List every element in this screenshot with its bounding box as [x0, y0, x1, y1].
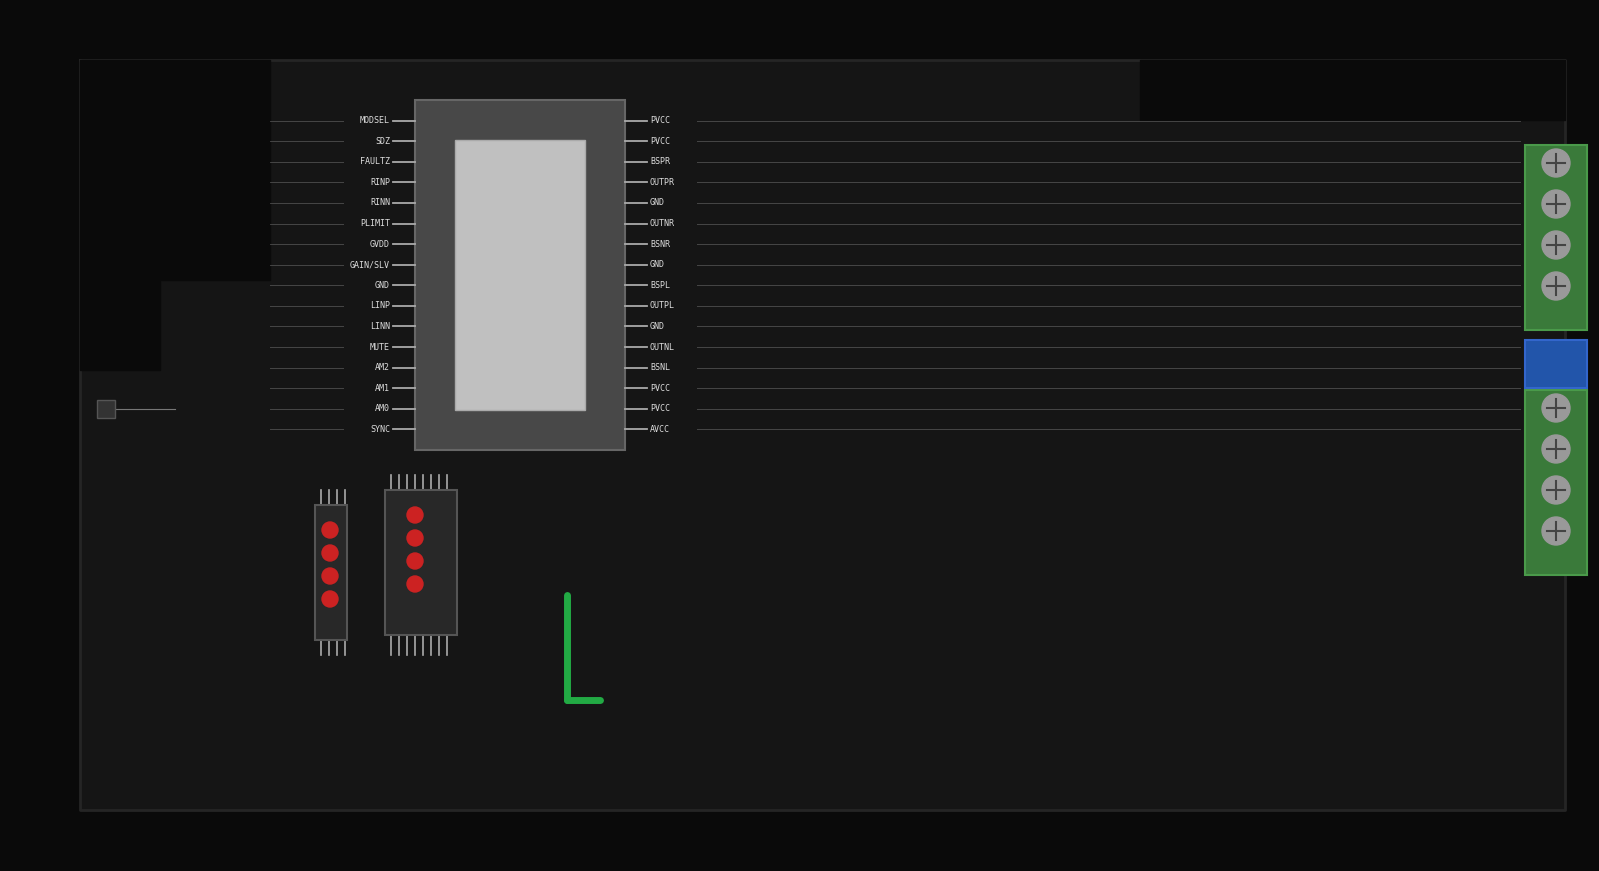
Text: BSPR: BSPR: [651, 158, 670, 166]
Text: OUTNR: OUTNR: [651, 219, 675, 228]
Text: AM1: AM1: [376, 384, 390, 393]
Circle shape: [1541, 435, 1570, 463]
Circle shape: [408, 530, 424, 546]
Circle shape: [1541, 149, 1570, 177]
Text: FAULTZ: FAULTZ: [360, 158, 390, 166]
Text: PLIMIT: PLIMIT: [360, 219, 390, 228]
Bar: [456, 140, 585, 410]
Text: GVDD: GVDD: [369, 240, 390, 248]
Text: SDZ: SDZ: [376, 137, 390, 145]
Text: GND: GND: [376, 280, 390, 290]
Circle shape: [1541, 231, 1570, 259]
Circle shape: [408, 553, 424, 569]
Circle shape: [1541, 517, 1570, 545]
Circle shape: [1541, 272, 1570, 300]
Text: OUTPR: OUTPR: [651, 178, 675, 187]
Text: MUTE: MUTE: [369, 342, 390, 352]
Bar: [98, 400, 115, 418]
Text: OUTPL: OUTPL: [651, 301, 675, 310]
Polygon shape: [1140, 60, 1565, 120]
Text: SYNC: SYNC: [369, 425, 390, 434]
Text: GND: GND: [651, 260, 665, 269]
Bar: [1525, 145, 1586, 330]
Bar: [385, 490, 457, 635]
Circle shape: [1541, 394, 1570, 422]
Text: BSNR: BSNR: [651, 240, 670, 248]
Text: RINP: RINP: [369, 178, 390, 187]
Bar: [1525, 390, 1586, 575]
Text: RINN: RINN: [369, 199, 390, 207]
Text: BSNL: BSNL: [651, 363, 670, 372]
Circle shape: [1541, 190, 1570, 218]
Text: PVCC: PVCC: [651, 137, 670, 145]
Circle shape: [321, 522, 337, 538]
Circle shape: [321, 545, 337, 561]
Circle shape: [408, 507, 424, 523]
Text: BSPL: BSPL: [651, 280, 670, 290]
Text: GND: GND: [651, 199, 665, 207]
Text: MODSEL: MODSEL: [360, 116, 390, 125]
Text: GND: GND: [651, 322, 665, 331]
Circle shape: [321, 591, 337, 607]
Text: AM2: AM2: [376, 363, 390, 372]
Bar: [416, 100, 625, 450]
Text: LINP: LINP: [369, 301, 390, 310]
Bar: [315, 505, 347, 640]
Text: PVCC: PVCC: [651, 116, 670, 125]
Circle shape: [408, 576, 424, 592]
Text: GAIN/SLV: GAIN/SLV: [350, 260, 390, 269]
Polygon shape: [80, 60, 270, 370]
Text: PVCC: PVCC: [651, 404, 670, 414]
Text: AM0: AM0: [376, 404, 390, 414]
Text: PVCC: PVCC: [651, 384, 670, 393]
Text: OUTNL: OUTNL: [651, 342, 675, 352]
Circle shape: [1541, 476, 1570, 504]
Circle shape: [321, 568, 337, 584]
Polygon shape: [80, 60, 1565, 810]
Bar: [1525, 340, 1586, 388]
Text: AVCC: AVCC: [651, 425, 670, 434]
Text: LINN: LINN: [369, 322, 390, 331]
